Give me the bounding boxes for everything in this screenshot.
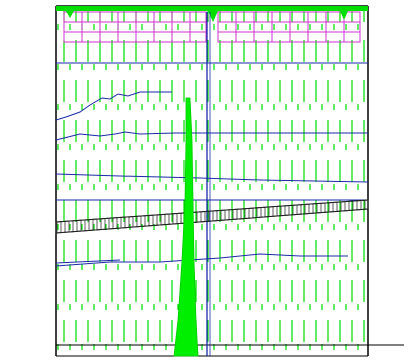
blue-horizontal-lines xyxy=(55,62,369,267)
magenta-panel-left xyxy=(63,11,207,43)
top-marker-2 xyxy=(208,11,218,22)
wall-hatch-area xyxy=(56,8,368,356)
top-marker-1 xyxy=(66,11,74,18)
magenta-panel-right xyxy=(217,11,361,43)
diagonal-beam xyxy=(55,199,369,234)
top-green-bar xyxy=(56,6,368,11)
top-marker-3 xyxy=(340,11,348,20)
green-fill-column xyxy=(173,97,199,357)
